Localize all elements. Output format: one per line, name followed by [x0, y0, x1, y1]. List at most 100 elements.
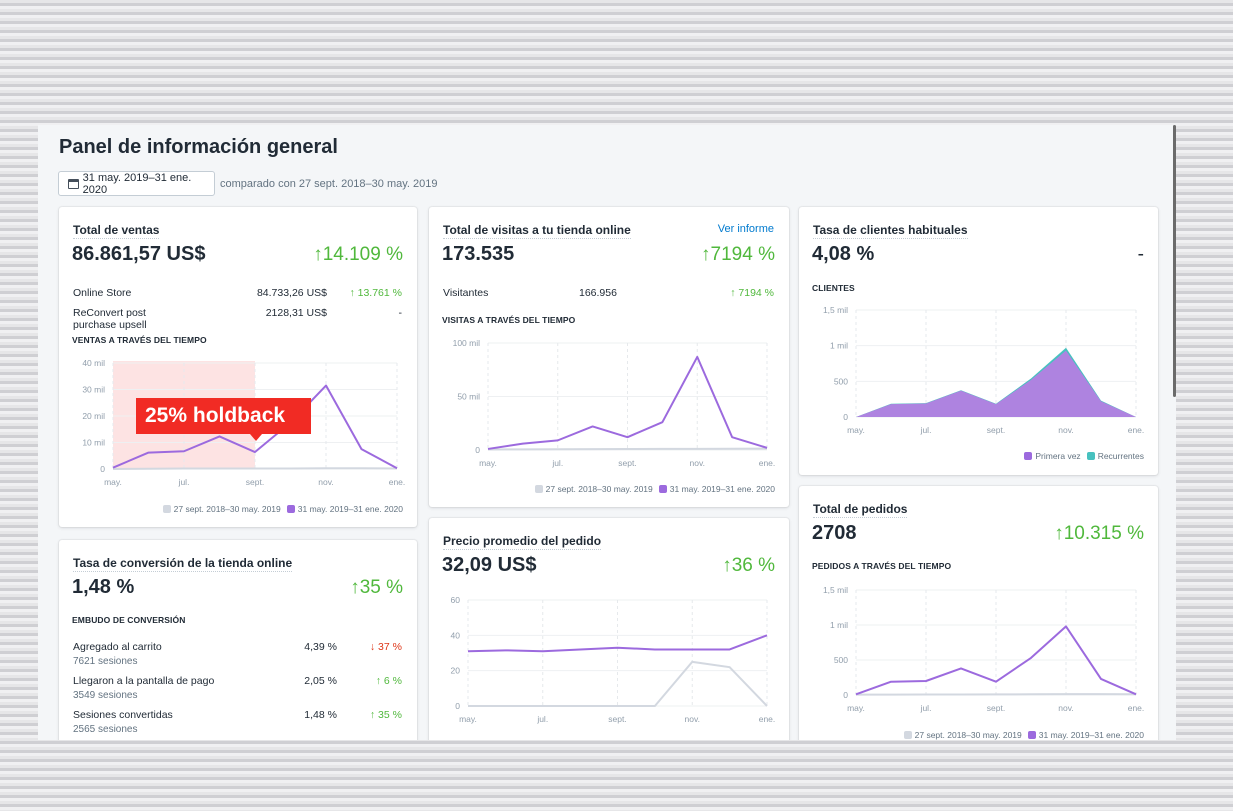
y-tick-label: 0 — [475, 445, 480, 455]
conversion-card: Tasa de conversión de la tienda online 1… — [59, 540, 417, 740]
y-tick-label: 0 — [843, 690, 848, 700]
conversion-change: ↑35 % — [350, 577, 403, 598]
x-tick-label: may. — [847, 703, 865, 713]
section-label: VISITAS A TRAVÉS DEL TIEMPO — [442, 315, 576, 325]
sales-value: 86.861,57 US$ — [72, 243, 206, 265]
chart-legend: 27 sept. 2018–30 may. 2019 31 may. 2019–3… — [162, 504, 403, 514]
y-tick-label: 50 mil — [457, 392, 480, 402]
view-report-link[interactable]: Ver informe — [717, 223, 774, 235]
row-label: Visitantes — [443, 287, 489, 299]
holdback-callout: 25% holdback — [136, 398, 311, 441]
line-previous-period — [487, 447, 768, 451]
legend-current: 31 may. 2019–31 ene. 2020 — [286, 504, 403, 514]
card-title[interactable]: Total de pedidos — [813, 502, 908, 518]
funnel-row: Llegaron a la pantalla de pago 3549 sesio… — [73, 675, 402, 701]
y-tick-label: 60 — [451, 595, 461, 605]
date-range-label: 31 may. 2019–31 ene. 2020 — [82, 171, 192, 196]
funnel-row: Agregado al carrito 7621 sesiones 4,39 % ↓ … — [73, 641, 402, 667]
returning-customers-card: Tasa de clientes habituales 4,08 % - CLI… — [799, 207, 1158, 475]
section-label: VENTAS A TRAVÉS DEL TIEMPO — [72, 335, 207, 345]
orders-change: ↑10.315 % — [1054, 523, 1144, 544]
section-label: CLIENTES — [812, 283, 855, 293]
x-tick-label: sept. — [987, 703, 1005, 713]
chart-legend: 27 sept. 2018–30 may. 2019 31 may. 2019–3… — [903, 730, 1144, 740]
line-current-period — [855, 625, 1137, 696]
section-label: PEDIDOS A TRAVÉS DEL TIEMPO — [812, 561, 952, 571]
line-current-period — [467, 634, 768, 653]
aov-change: ↑36 % — [722, 555, 775, 576]
row-value: 4,39 % — [304, 641, 337, 653]
x-tick-label: nov. — [1058, 703, 1073, 713]
card-title[interactable]: Total de visitas a tu tienda online — [443, 223, 631, 239]
page-title: Panel de información general — [59, 136, 338, 158]
y-tick-label: 40 mil — [82, 358, 105, 368]
breakdown-row: Online Store 84.733,26 US$ ↑ 13.761 % — [73, 287, 402, 299]
x-tick-label: jul. — [536, 714, 548, 724]
sales-card: Total de ventas 86.861,57 US$ ↑14.109 % … — [59, 207, 417, 527]
calendar-icon — [68, 178, 79, 189]
card-title[interactable]: Precio promedio del pedido — [443, 534, 602, 550]
line-previous-period — [112, 467, 398, 470]
x-tick-label: ene. — [759, 714, 776, 724]
breakdown-row: ReConvert post purchase upsell 2128,31 US… — [73, 307, 402, 331]
row-change: ↑ 13.761 % — [349, 287, 402, 299]
visits-value: 173.535 — [442, 243, 515, 265]
orders-value: 2708 — [812, 522, 857, 544]
card-title[interactable]: Tasa de clientes habituales — [813, 223, 968, 239]
scrollbar[interactable] — [1173, 125, 1176, 397]
compare-text: comparado con 27 sept. 2018–30 may. 2019 — [220, 178, 438, 190]
row-change: ↑ 7194 % — [730, 287, 774, 299]
legend-current: 31 may. 2019–31 ene. 2020 — [658, 484, 775, 494]
x-tick-label: jul. — [178, 477, 190, 487]
row-label: Llegaron a la pantalla de pago — [73, 675, 215, 687]
row-change: ↑ 35 % — [369, 709, 402, 721]
x-tick-label: sept. — [246, 477, 264, 487]
x-tick-label: may. — [479, 458, 497, 468]
y-tick-label: 20 mil — [82, 411, 105, 421]
y-tick-label: 1,5 mil — [823, 585, 848, 595]
returning-value: 4,08 % — [812, 243, 875, 265]
y-tick-label: 1 mil — [830, 620, 848, 630]
returning-change: - — [1137, 244, 1144, 265]
row-value: 84.733,26 US$ — [256, 287, 327, 299]
legend-current: 31 may. 2019–31 ene. 2020 — [1027, 730, 1144, 740]
visits-change: ↑7194 % — [701, 244, 775, 265]
row-label: Agregado al carrito — [73, 641, 162, 653]
x-tick-label: nov. — [685, 714, 700, 724]
row-value: 166.956 — [579, 287, 617, 299]
legend-previous: 27 sept. 2018–30 may. 2019 — [162, 504, 281, 514]
area-first-time — [856, 350, 1136, 417]
row-sessions: 3549 sesiones — [73, 690, 138, 701]
card-title[interactable]: Tasa de conversión de la tienda online — [73, 556, 293, 572]
x-tick-label: jul. — [920, 425, 932, 435]
x-tick-label: jul. — [920, 703, 932, 713]
y-tick-label: 500 — [834, 376, 848, 386]
x-tick-label: sept. — [987, 425, 1005, 435]
y-tick-label: 0 — [843, 412, 848, 422]
y-tick-label: 0 — [100, 464, 105, 474]
row-label: Online Store — [73, 287, 132, 299]
card-title[interactable]: Total de ventas — [73, 223, 160, 239]
breakdown-row: Visitantes 166.956 ↑ 7194 % — [443, 287, 774, 299]
chart-legend: Primera vez Recurrentes — [1024, 451, 1144, 461]
x-tick-label: nov. — [690, 458, 705, 468]
visits-card: Total de visitas a tu tienda online Ver … — [429, 207, 789, 507]
funnel-row: Sesiones convertidas 2565 sesiones 1,48 % ↑… — [73, 709, 402, 735]
row-sessions: 7621 sesiones — [73, 656, 138, 667]
aov-chart: 0 20 40 60 may. jul. sept. nov. ene. — [451, 595, 776, 724]
row-change: ↓ 37 % — [369, 641, 402, 653]
y-tick-label: 500 — [834, 655, 848, 665]
x-tick-label: ene. — [389, 477, 406, 487]
date-range-button[interactable]: 31 may. 2019–31 ene. 2020 — [58, 171, 215, 196]
row-value: 1,48 % — [304, 709, 337, 721]
row-sessions: 2565 sesiones — [73, 724, 138, 735]
orders-card: Total de pedidos 2708 ↑10.315 % PEDIDOS … — [799, 486, 1158, 740]
area-returning — [856, 347, 1136, 417]
x-tick-label: sept. — [618, 458, 636, 468]
x-tick-label: sept. — [608, 714, 626, 724]
y-tick-label: 1 mil — [830, 341, 848, 351]
x-tick-label: ene. — [1128, 703, 1145, 713]
conversion-value: 1,48 % — [72, 576, 135, 598]
line-previous-period — [468, 660, 768, 707]
x-tick-label: ene. — [1128, 425, 1145, 435]
